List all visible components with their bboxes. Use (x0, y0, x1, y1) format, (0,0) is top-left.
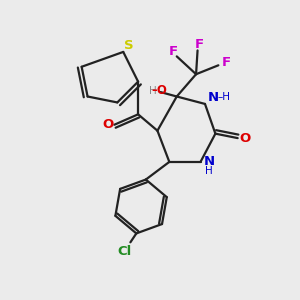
Text: N: N (203, 155, 214, 168)
Text: S: S (124, 40, 134, 52)
Text: F: F (222, 56, 231, 69)
Text: O: O (102, 118, 113, 131)
Text: N: N (208, 91, 219, 104)
Text: –H: –H (218, 92, 231, 102)
Text: H: H (148, 85, 156, 96)
Text: Cl: Cl (117, 245, 132, 258)
Text: F: F (169, 44, 178, 58)
Text: H: H (205, 167, 213, 176)
Text: –O: –O (151, 84, 167, 97)
Text: O: O (239, 132, 251, 145)
Text: F: F (194, 38, 204, 51)
